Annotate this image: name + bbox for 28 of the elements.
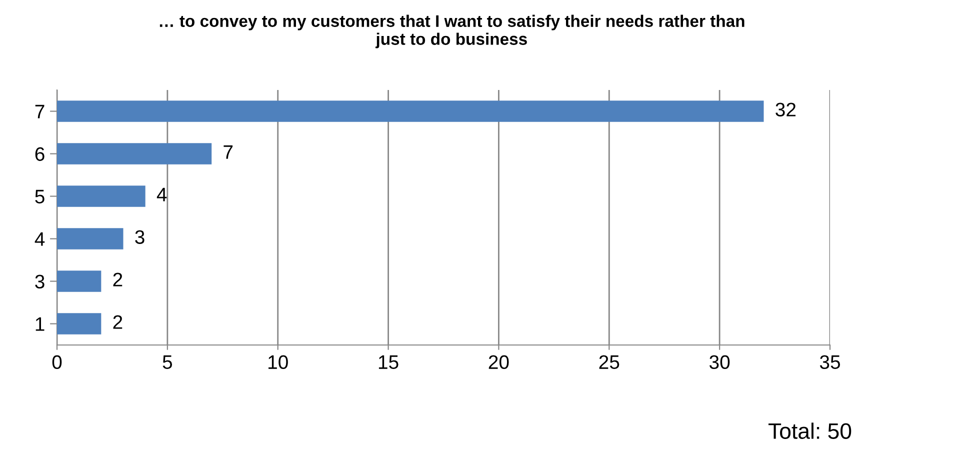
y-tick-label: 5 (35, 190, 44, 204)
x-tick-label: 25 (599, 355, 620, 370)
chart-title: … to convey to my customers that I want to satisfy their needs rather than just to do business (160, 14, 744, 48)
bar (57, 228, 124, 250)
bar (57, 270, 102, 292)
y-tick-label: 7 (35, 104, 44, 118)
x-tick-label: 15 (378, 355, 398, 370)
data-label: 4 (156, 188, 167, 202)
bar (57, 313, 102, 334)
x-tick-label: 0 (52, 355, 62, 370)
y-tick-label: 3 (35, 274, 44, 288)
data-label: 7 (224, 145, 233, 159)
x-tick-label: 35 (820, 355, 840, 370)
data-label: 2 (113, 272, 122, 286)
y-tick-label: 1 (36, 317, 44, 331)
y-tick-label: 4 (34, 232, 45, 246)
bar (57, 186, 146, 207)
x-tick-label: 5 (162, 355, 172, 370)
x-tick-label: 10 (268, 355, 288, 370)
x-tick-label: 30 (710, 355, 730, 370)
y-tick-label: 6 (35, 147, 44, 161)
bar (57, 100, 764, 122)
data-label: 3 (135, 230, 144, 244)
data-label: 32 (776, 102, 796, 116)
text: Total: 50 (768, 422, 852, 439)
bar (57, 143, 212, 164)
data-label: 2 (113, 315, 122, 329)
x-tick-label: 20 (488, 355, 509, 370)
